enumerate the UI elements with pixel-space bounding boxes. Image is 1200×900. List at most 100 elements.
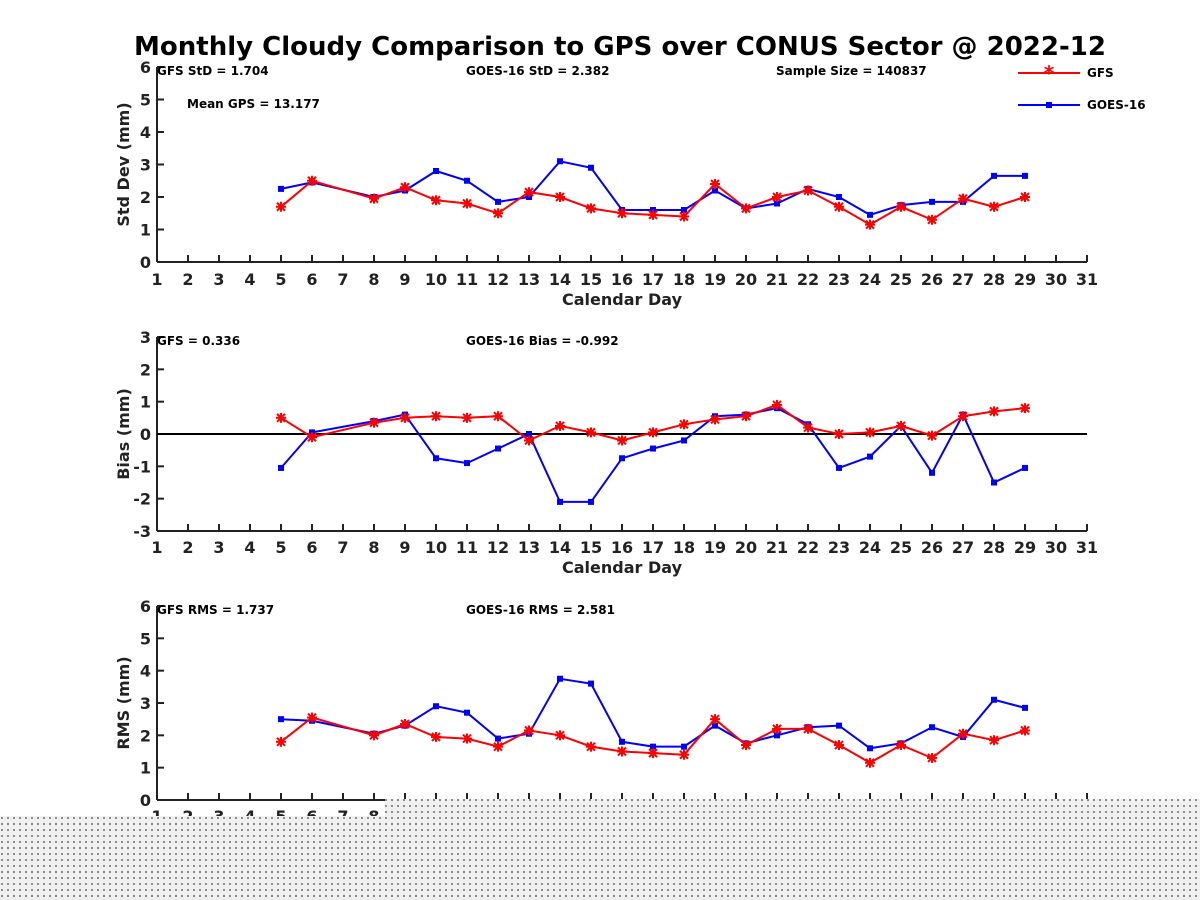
data-point-gfs — [927, 214, 937, 225]
x-tick-label: 28 — [983, 270, 1005, 289]
data-point-gfs — [617, 208, 627, 219]
data-point-goes16 — [774, 200, 780, 207]
data-point-goes16 — [588, 498, 594, 505]
data-point-gfs — [648, 427, 658, 438]
x-tick-label: 5 — [275, 270, 286, 289]
data-point-gfs — [493, 741, 503, 752]
legend-gfs-marker: * — [1044, 61, 1055, 85]
y-tick-label: 5 — [140, 91, 151, 110]
asterisk-stroke — [834, 740, 844, 750]
data-point-gfs — [772, 192, 782, 202]
data-point-gfs — [710, 179, 720, 189]
asterisk-stroke — [400, 413, 410, 423]
asterisk-stroke — [772, 192, 782, 202]
data-point-gfs — [586, 203, 596, 214]
data-point-gfs — [586, 741, 596, 752]
figure-title: Monthly Cloudy Comparison to GPS over CO… — [134, 32, 1106, 62]
data-point-goes16 — [1022, 464, 1028, 471]
data-point-goes16 — [867, 745, 873, 752]
data-point-goes16 — [650, 445, 656, 452]
series-line-goes16 — [280, 160, 1025, 216]
x-tick-label: 30 — [1045, 538, 1067, 557]
y-tick-label: 0 — [140, 253, 151, 272]
x-tick-label: 8 — [368, 538, 379, 557]
asterisk-stroke — [772, 724, 782, 734]
data-point-goes16 — [929, 724, 935, 731]
data-point-gfs — [1020, 192, 1030, 202]
data-point-gfs — [834, 201, 844, 212]
data-point-goes16 — [836, 464, 842, 471]
asterisk-stroke — [493, 411, 503, 421]
series-line-gfs — [280, 179, 1026, 226]
asterisk-stroke — [307, 432, 317, 442]
asterisk-stroke — [462, 198, 472, 209]
data-point-goes16 — [867, 453, 873, 460]
data-point-gfs — [958, 411, 968, 422]
data-point-goes16 — [1022, 172, 1028, 179]
x-tick-label: 20 — [735, 538, 757, 557]
x-tick-label: 13 — [518, 270, 540, 289]
data-point-gfs — [648, 748, 658, 759]
x-tick-label: 2 — [182, 538, 193, 557]
x-tick-label: 14 — [549, 270, 571, 289]
data-point-gfs — [989, 735, 999, 746]
chart-panel-bias: 1 2 3 4 5 6 7 8 9 10 11 12 13 14 15 16 17 18 19 20 21 22 23 24 2… — [114, 328, 1098, 577]
data-point-gfs — [865, 427, 875, 438]
asterisk-stroke — [679, 419, 689, 430]
data-point-gfs — [958, 728, 968, 739]
data-point-gfs — [958, 193, 968, 204]
series-line-goes16 — [280, 407, 1026, 503]
asterisk-stroke — [1020, 725, 1030, 736]
asterisk-stroke — [958, 729, 968, 739]
y-tick-label: 5 — [140, 629, 151, 648]
y-axis-label: Std Dev (mm) — [114, 102, 133, 226]
x-tick-label: 4 — [244, 270, 255, 289]
x-tick-label: 31 — [1076, 538, 1098, 557]
asterisk-stroke — [803, 422, 813, 433]
x-axis-label: Calendar Day — [562, 558, 683, 577]
chart-panel-std: 1 2 3 4 5 6 7 8 9 10 11 12 13 14 15 16 17 18 19 20 21 22 23 24 2… — [114, 58, 1098, 309]
asterisk-stroke — [400, 182, 410, 192]
asterisk-stroke — [648, 427, 658, 438]
asterisk-stroke — [958, 411, 968, 421]
asterisk-stroke — [462, 733, 472, 744]
asterisk-stroke — [896, 740, 906, 750]
x-tick-label: 17 — [642, 538, 664, 557]
asterisk-stroke — [493, 208, 503, 218]
overlay-mask — [0, 799, 1200, 900]
data-point-gfs — [400, 719, 410, 730]
x-tick-label: 11 — [456, 270, 478, 289]
x-tick-label: 6 — [306, 270, 317, 289]
data-point-goes16 — [278, 185, 284, 192]
asterisk-stroke — [276, 413, 286, 423]
data-point-gfs — [493, 208, 503, 219]
x-tick-label: 26 — [921, 270, 943, 289]
data-point-gfs — [524, 187, 534, 198]
data-point-goes16 — [1022, 704, 1028, 711]
x-tick-label: 12 — [487, 270, 509, 289]
data-point-gfs — [307, 175, 317, 186]
x-tick-label: 10 — [425, 270, 447, 289]
asterisk-stroke — [648, 748, 658, 758]
y-tick-label: 3 — [140, 328, 151, 347]
x-tick-label: 20 — [735, 270, 757, 289]
data-point-goes16 — [557, 498, 563, 505]
data-point-gfs — [710, 714, 720, 725]
legend-gfs-label: GFS — [1087, 66, 1114, 80]
data-point-goes16 — [681, 743, 687, 750]
data-point-goes16 — [278, 716, 284, 723]
data-point-gfs — [803, 185, 813, 196]
data-point-gfs — [803, 723, 813, 734]
asterisk-stroke — [679, 750, 689, 760]
stat-annotation: Sample Size = 140837 — [776, 64, 927, 78]
data-point-goes16 — [278, 464, 284, 471]
data-point-goes16 — [619, 738, 625, 745]
series-line-goes16 — [280, 677, 1026, 750]
x-tick-label: 23 — [828, 270, 850, 289]
asterisk-stroke — [369, 417, 379, 428]
data-point-gfs — [555, 730, 565, 741]
data-point-gfs — [369, 417, 379, 428]
data-point-gfs — [741, 203, 751, 214]
asterisk-stroke — [617, 208, 627, 218]
